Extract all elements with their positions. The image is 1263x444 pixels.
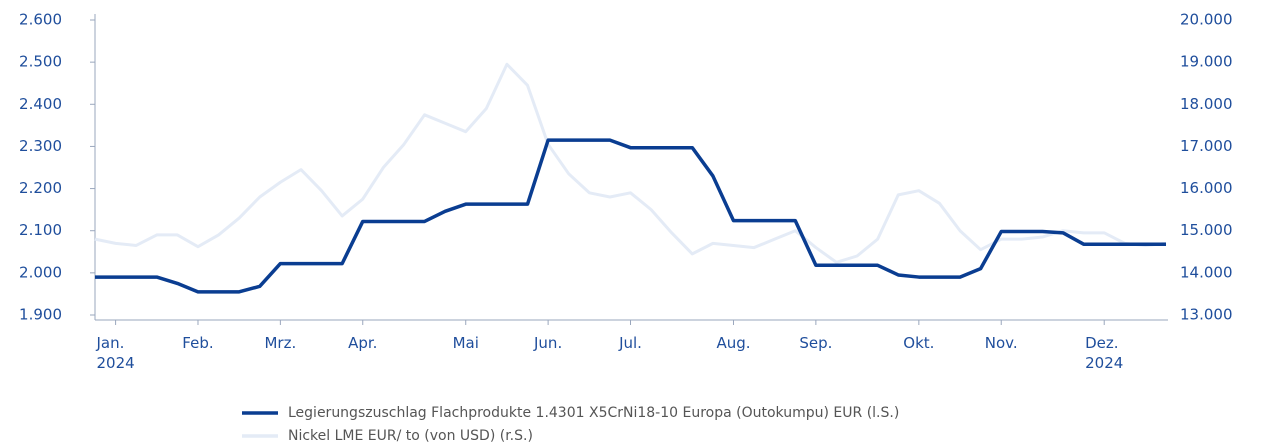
x-tick-label: Mrz. xyxy=(264,334,297,352)
x-tick-label: Apr. xyxy=(348,334,378,352)
x-tick-label: Dez. 2024 xyxy=(1085,334,1124,372)
x-tick-label: Jun. xyxy=(534,334,563,352)
y2-tick-label: 20.000 xyxy=(1180,11,1233,29)
x-tick-label: Mai xyxy=(452,334,479,352)
y-tick-label: 1.900 xyxy=(19,306,62,324)
y2-tick-label: 16.000 xyxy=(1180,179,1233,197)
y-tick-label: 2.300 xyxy=(19,137,62,155)
x-tick-label: Jan. 2024 xyxy=(96,334,135,372)
x-tick-label: Jul. xyxy=(619,334,642,352)
y-tick-label: 2.600 xyxy=(19,11,62,29)
line-series xyxy=(95,138,1166,294)
y2-tick-label: 13.000 xyxy=(1180,306,1233,324)
legend-label: Legierungszuschlag Flachprodukte 1.4301 … xyxy=(288,405,899,421)
y-tick-label: 2.400 xyxy=(19,95,62,113)
line-series xyxy=(94,62,1167,264)
y-tick-label: 2.500 xyxy=(19,53,62,71)
legend-label: Nickel LME EUR/ to (von USD) (r.S.) xyxy=(288,428,533,444)
x-tick-label: Feb. xyxy=(182,334,214,352)
x-tick-label: Aug. xyxy=(716,334,751,352)
x-tick-label: Nov. xyxy=(984,334,1018,352)
y2-tick-label: 18.000 xyxy=(1180,95,1233,113)
y2-tick-label: 15.000 xyxy=(1180,221,1233,239)
x-tick-label: Sep. xyxy=(799,334,833,352)
y2-tick-label: 14.000 xyxy=(1180,263,1233,281)
y-tick-label: 2.100 xyxy=(19,221,62,239)
y-tick-label: 2.000 xyxy=(19,263,62,281)
y-tick-label: 2.200 xyxy=(19,179,62,197)
y2-tick-label: 17.000 xyxy=(1180,137,1233,155)
x-tick-label: Okt. xyxy=(903,334,935,352)
y2-tick-label: 19.000 xyxy=(1180,53,1233,71)
